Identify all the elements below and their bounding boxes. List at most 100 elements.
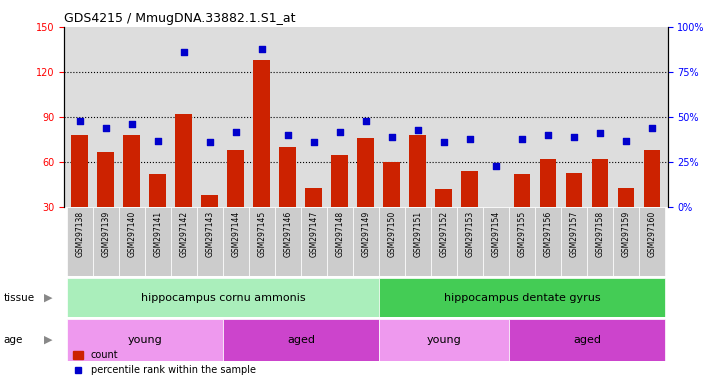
Bar [253,60,271,207]
Text: GSM297158: GSM297158 [595,211,605,257]
Bar [513,174,531,207]
Text: GSM297143: GSM297143 [206,211,214,257]
Bar [561,207,587,276]
Text: GSM297146: GSM297146 [283,211,293,257]
Point [386,134,398,140]
Bar [353,207,379,276]
Bar [249,207,275,276]
Text: GSM297144: GSM297144 [231,211,241,257]
Bar [275,207,301,276]
Bar [457,207,483,276]
Bar [228,150,244,207]
Text: GSM297147: GSM297147 [309,211,318,257]
Point [438,139,450,146]
Bar [171,207,197,276]
Point [516,136,528,142]
Point [282,132,293,138]
Text: aged: aged [573,335,601,345]
Text: aged: aged [287,335,315,345]
Bar [431,207,457,276]
Bar [223,319,379,361]
Text: GSM297154: GSM297154 [491,211,501,257]
Bar [223,207,249,276]
Bar [331,155,348,207]
Bar [301,207,327,276]
Bar [306,188,322,207]
Bar [67,319,223,361]
Point [491,163,502,169]
Point [594,130,605,136]
Text: GSM297141: GSM297141 [154,211,162,257]
Bar [591,159,608,207]
Bar [279,147,296,207]
Bar [149,174,166,207]
Bar [97,152,114,207]
Text: GSM297149: GSM297149 [361,211,371,257]
Bar [565,173,583,207]
Text: GSM297142: GSM297142 [179,211,188,257]
Bar [124,135,141,207]
Bar [436,189,453,207]
Bar [67,207,93,276]
Point [100,125,111,131]
Point [152,137,164,144]
Point [646,125,658,131]
Text: GSM297145: GSM297145 [258,211,266,257]
Point [412,127,423,133]
Bar [639,207,665,276]
Text: hippocampus dentate gyrus: hippocampus dentate gyrus [443,293,600,303]
Text: GDS4215 / MmugDNA.33882.1.S1_at: GDS4215 / MmugDNA.33882.1.S1_at [64,12,296,25]
Text: GSM297160: GSM297160 [648,211,656,257]
Bar [119,207,145,276]
Point [360,118,371,124]
Bar [488,207,504,210]
Point [256,45,268,51]
Text: GSM297140: GSM297140 [127,211,136,257]
Text: young: young [128,335,162,345]
Bar [405,207,431,276]
Point [568,134,580,140]
Bar [509,207,535,276]
Text: GSM297148: GSM297148 [336,211,344,257]
Point [334,129,346,135]
Bar [201,195,218,207]
Text: GSM297156: GSM297156 [543,211,553,257]
Bar [461,171,478,207]
Text: age: age [4,335,23,345]
Text: tissue: tissue [4,293,35,303]
Text: GSM297157: GSM297157 [570,211,578,257]
Bar [379,207,405,276]
Text: GSM297138: GSM297138 [76,211,84,257]
Bar [483,207,509,276]
Bar [379,278,665,317]
Text: GSM297151: GSM297151 [413,211,423,257]
Point [178,49,190,55]
Text: GSM297139: GSM297139 [101,211,111,257]
Bar [535,207,561,276]
Point [308,139,320,146]
Bar [176,114,192,207]
Bar [358,138,374,207]
Bar [71,135,89,207]
Bar [613,207,639,276]
Bar [587,207,613,276]
Text: hippocampus cornu ammonis: hippocampus cornu ammonis [141,293,305,303]
Bar [540,159,556,207]
Bar [383,162,401,207]
Point [230,129,241,135]
Text: GSM297155: GSM297155 [518,211,526,257]
Text: GSM297159: GSM297159 [621,211,630,257]
Bar [145,207,171,276]
Text: GSM297150: GSM297150 [388,211,396,257]
Bar [93,207,119,276]
Text: GSM297153: GSM297153 [466,211,474,257]
Text: GSM297152: GSM297152 [439,211,448,257]
Bar [618,188,635,207]
Point [126,121,138,127]
Bar [327,207,353,276]
Bar [410,135,426,207]
Point [542,132,553,138]
Bar [643,150,660,207]
Bar [67,278,379,317]
Bar [197,207,223,276]
